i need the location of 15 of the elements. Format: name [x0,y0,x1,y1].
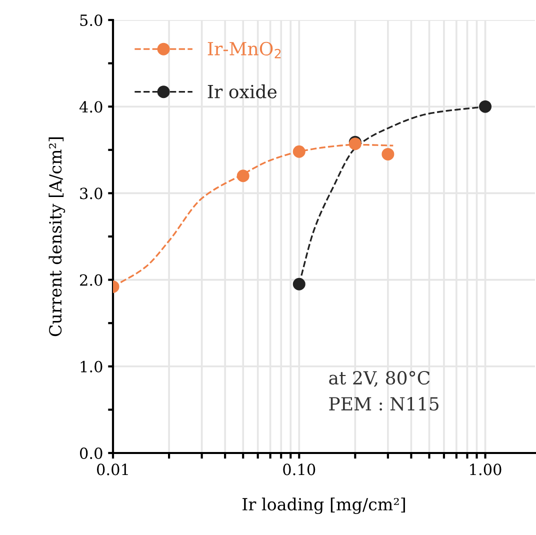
y-tick-label: 4.0 [79,101,102,113]
legend-label: Ir oxide [208,84,277,98]
x-tick-label: 0.01 [97,464,128,476]
y-tick-label: 3.0 [80,188,102,200]
y-tick-label: 1.0 [80,360,102,372]
legend-label: Ir-MnO$_{2}$ [208,42,281,58]
x-tick-label: 0.10 [283,464,316,476]
y-axis-title: Current density [A/cm²] [48,137,66,336]
x-tick-label: 1.00 [470,464,502,476]
y-tick-label: 0.0 [80,447,102,460]
y-tick-label: 5.0 [80,14,102,26]
x-axis-title: Ir loading [mg/cm²] [242,498,405,514]
annotation: PEM : N115 [329,396,438,411]
y-tick-label: 2.0 [80,274,102,286]
annotation: at 2V, 80°C [329,370,430,387]
